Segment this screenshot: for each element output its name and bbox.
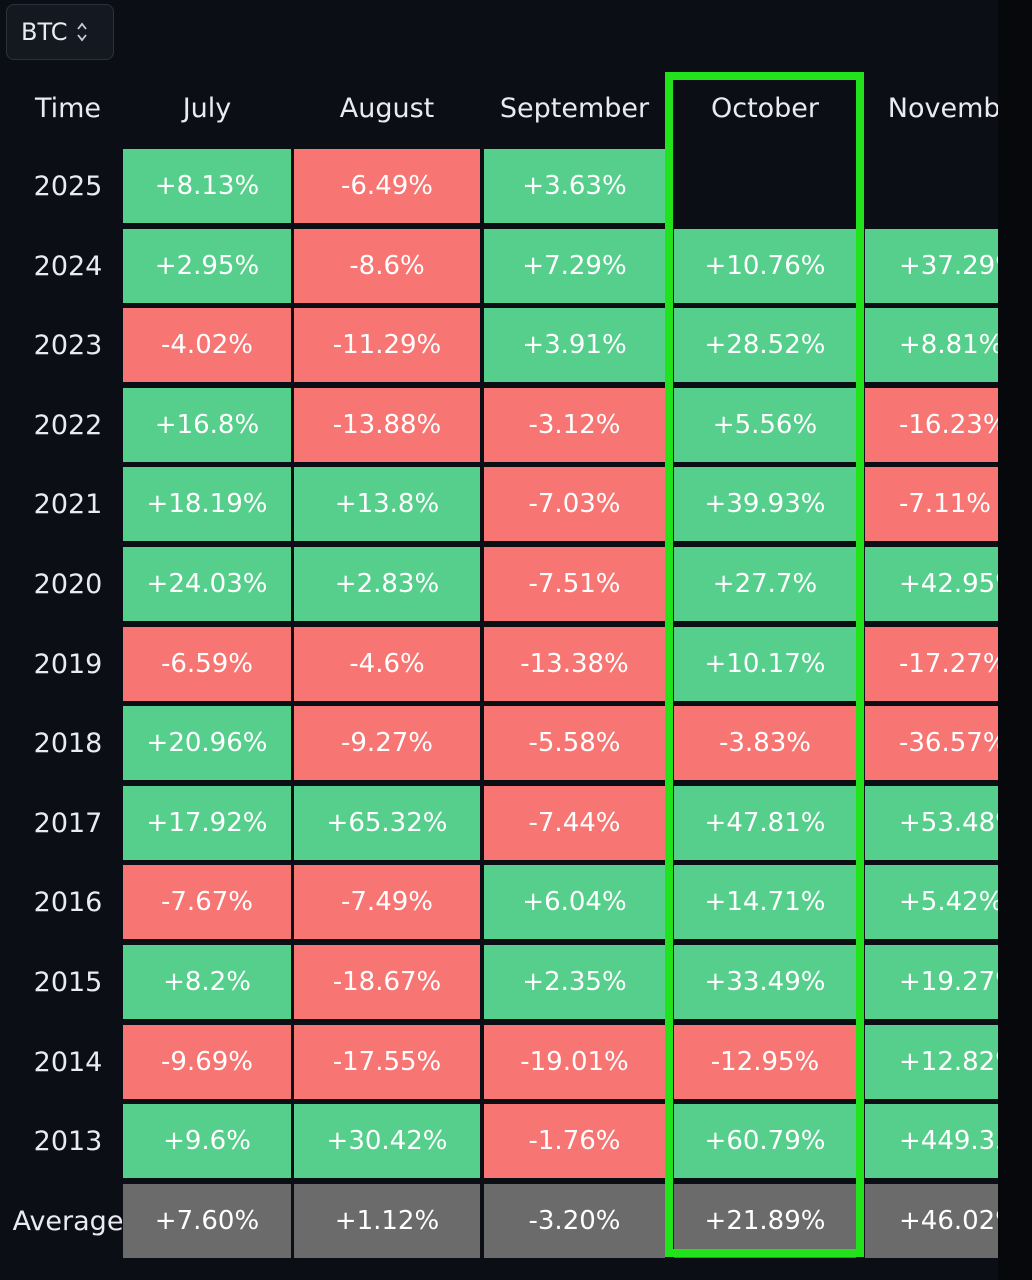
return-cell: -3.12% bbox=[484, 388, 665, 462]
return-cell: +449.35% bbox=[865, 1104, 998, 1178]
return-cell: +3.91% bbox=[484, 308, 665, 382]
return-cell: +6.04% bbox=[484, 865, 665, 939]
year-label: 2019 bbox=[33, 648, 103, 680]
return-cell: -4.02% bbox=[123, 308, 291, 382]
chevron-up-down-icon bbox=[76, 20, 88, 44]
return-cell: -7.51% bbox=[484, 547, 665, 621]
year-label: 2018 bbox=[33, 727, 103, 759]
return-cell: +14.71% bbox=[674, 865, 856, 939]
month-header-october: October bbox=[710, 92, 820, 124]
return-cell: +16.8% bbox=[123, 388, 291, 462]
average-cell: +1.12% bbox=[294, 1184, 480, 1258]
return-cell: -3.83% bbox=[674, 706, 856, 780]
asset-selector-value: BTC bbox=[21, 18, 68, 46]
return-cell: -4.6% bbox=[294, 627, 480, 701]
return-cell: +53.48% bbox=[865, 786, 998, 860]
year-label: 2022 bbox=[33, 409, 103, 441]
year-label: 2015 bbox=[33, 966, 103, 998]
return-cell: +24.03% bbox=[123, 547, 291, 621]
average-cell: +46.02% bbox=[865, 1184, 998, 1258]
return-cell: +20.96% bbox=[123, 706, 291, 780]
year-label: 2021 bbox=[33, 488, 103, 520]
average-row-label: Average bbox=[12, 1205, 124, 1237]
average-cell: +21.89% bbox=[674, 1184, 856, 1258]
return-cell: -7.03% bbox=[484, 467, 665, 541]
return-cell: +65.32% bbox=[294, 786, 480, 860]
return-cell: +42.95% bbox=[865, 547, 998, 621]
return-cell: +2.95% bbox=[123, 229, 291, 303]
return-cell: +13.8% bbox=[294, 467, 480, 541]
return-cell: +7.29% bbox=[484, 229, 665, 303]
return-cell: +8.81% bbox=[865, 308, 998, 382]
return-cell: +5.42% bbox=[865, 865, 998, 939]
return-cell: -19.01% bbox=[484, 1025, 665, 1099]
return-cell: +33.49% bbox=[674, 945, 856, 1019]
return-cell: +9.6% bbox=[123, 1104, 291, 1178]
return-cell bbox=[865, 149, 998, 223]
year-label: 2020 bbox=[33, 568, 103, 600]
return-cell: -1.76% bbox=[484, 1104, 665, 1178]
year-label: 2016 bbox=[33, 886, 103, 918]
average-cell: +7.60% bbox=[123, 1184, 291, 1258]
return-cell: +2.35% bbox=[484, 945, 665, 1019]
return-cell: -9.69% bbox=[123, 1025, 291, 1099]
return-cell: +47.81% bbox=[674, 786, 856, 860]
return-cell: -36.57% bbox=[865, 706, 998, 780]
return-cell: +8.13% bbox=[123, 149, 291, 223]
year-label: 2014 bbox=[33, 1046, 103, 1078]
return-cell: +5.56% bbox=[674, 388, 856, 462]
return-cell: -9.27% bbox=[294, 706, 480, 780]
return-cell: +10.17% bbox=[674, 627, 856, 701]
return-cell: -13.38% bbox=[484, 627, 665, 701]
year-label: 2023 bbox=[33, 329, 103, 361]
time-column-header: Time bbox=[34, 92, 102, 124]
return-cell: -5.58% bbox=[484, 706, 665, 780]
year-label: 2013 bbox=[33, 1125, 103, 1157]
return-cell: -7.11% bbox=[865, 467, 998, 541]
return-cell: +10.76% bbox=[674, 229, 856, 303]
return-cell: -7.67% bbox=[123, 865, 291, 939]
return-cell: +60.79% bbox=[674, 1104, 856, 1178]
month-header-august: August bbox=[339, 92, 435, 124]
return-cell: +27.7% bbox=[674, 547, 856, 621]
month-header-july: July bbox=[182, 92, 232, 124]
return-cell: +3.63% bbox=[484, 149, 665, 223]
return-cell: +12.82% bbox=[865, 1025, 998, 1099]
return-cell: -13.88% bbox=[294, 388, 480, 462]
return-cell: +37.29% bbox=[865, 229, 998, 303]
return-cell: +17.92% bbox=[123, 786, 291, 860]
return-cell: -11.29% bbox=[294, 308, 480, 382]
return-cell: +8.2% bbox=[123, 945, 291, 1019]
asset-selector[interactable]: BTC bbox=[6, 4, 114, 60]
monthly-returns-table: Time July August September October November 2… bbox=[0, 72, 998, 1262]
return-cell: -7.44% bbox=[484, 786, 665, 860]
return-cell: -17.55% bbox=[294, 1025, 480, 1099]
return-cell bbox=[674, 149, 856, 223]
right-edge-strip bbox=[998, 0, 1032, 1280]
average-cell: -3.20% bbox=[484, 1184, 665, 1258]
return-cell: +18.19% bbox=[123, 467, 291, 541]
return-cell: -8.6% bbox=[294, 229, 480, 303]
return-cell: +28.52% bbox=[674, 308, 856, 382]
return-cell: +30.42% bbox=[294, 1104, 480, 1178]
return-cell: +39.93% bbox=[674, 467, 856, 541]
return-cell: +2.83% bbox=[294, 547, 480, 621]
return-cell: -6.59% bbox=[123, 627, 291, 701]
return-cell: -16.23% bbox=[865, 388, 998, 462]
month-header-september: September bbox=[499, 92, 650, 124]
year-label: 2017 bbox=[33, 807, 103, 839]
year-label: 2025 bbox=[33, 170, 103, 202]
year-label: 2024 bbox=[33, 250, 103, 282]
return-cell: +19.27% bbox=[865, 945, 998, 1019]
return-cell: -18.67% bbox=[294, 945, 480, 1019]
return-cell: -17.27% bbox=[865, 627, 998, 701]
return-cell: -7.49% bbox=[294, 865, 480, 939]
month-header-november: November bbox=[887, 92, 998, 124]
return-cell: -6.49% bbox=[294, 149, 480, 223]
return-cell: -12.95% bbox=[674, 1025, 856, 1099]
